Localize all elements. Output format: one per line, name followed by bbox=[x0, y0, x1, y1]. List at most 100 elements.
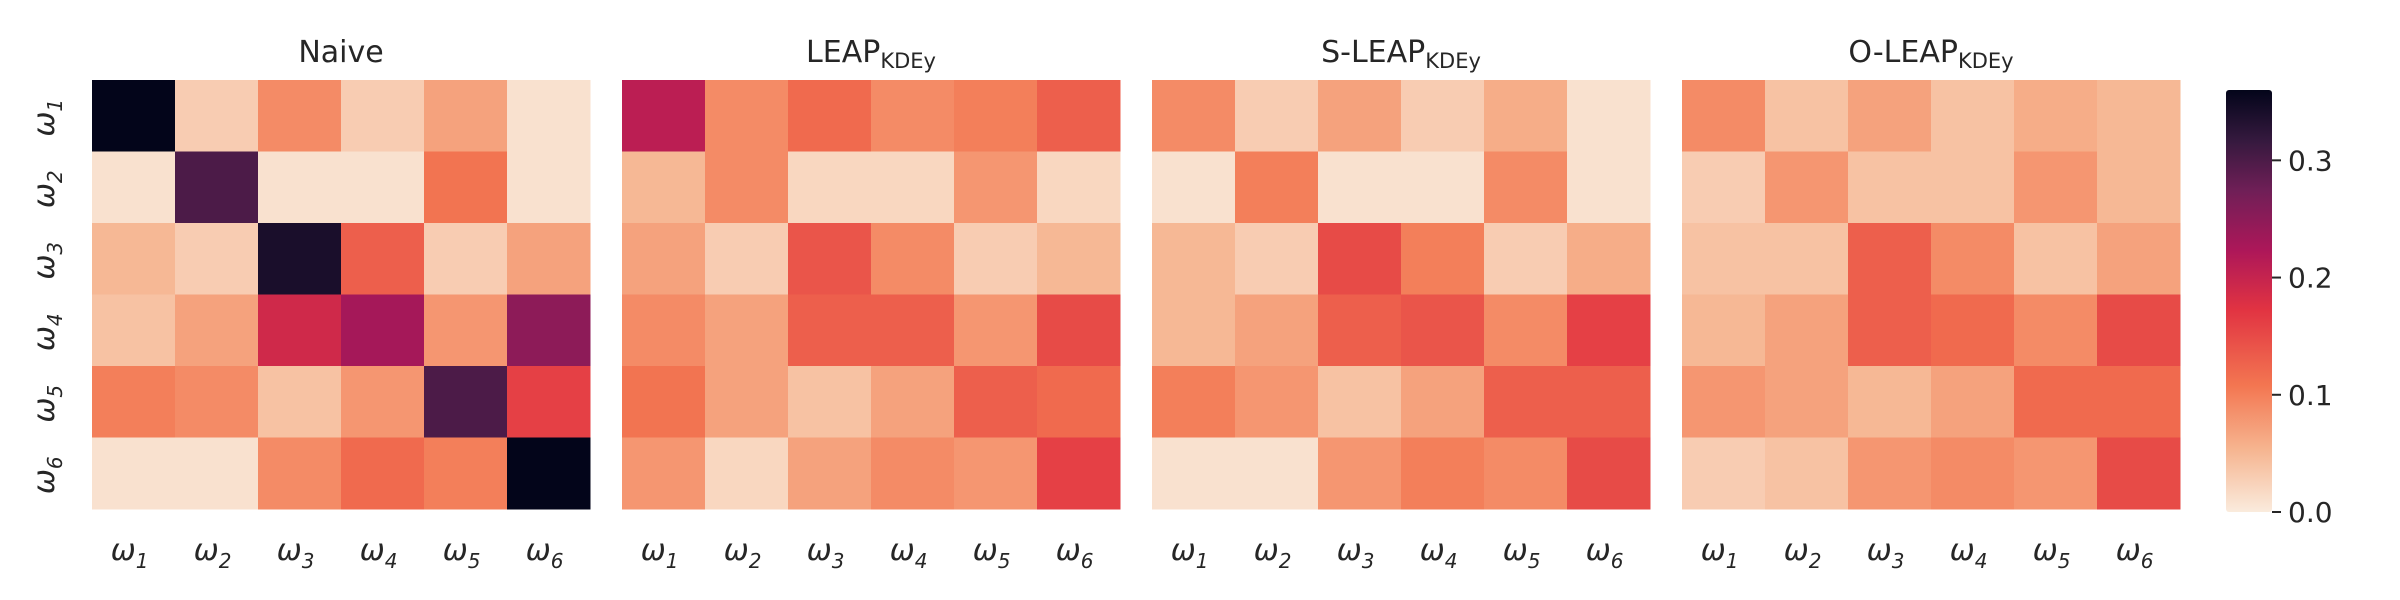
heatmap-cell bbox=[341, 366, 425, 438]
heatmap-cell bbox=[2014, 223, 2098, 295]
heatmap-cell bbox=[341, 80, 425, 152]
heatmap-cell bbox=[1235, 294, 1319, 367]
heatmap-cell bbox=[92, 80, 176, 152]
heatmap-cell bbox=[507, 151, 591, 224]
heatmap-cell bbox=[175, 151, 259, 224]
heatmap-cell bbox=[1765, 366, 1849, 438]
x-tick-label: ω5 bbox=[1503, 533, 1541, 573]
heatmap-cell bbox=[1152, 80, 1236, 152]
heatmap-cell bbox=[1682, 366, 1766, 438]
heatmap-cell bbox=[788, 366, 872, 438]
heatmap-cell bbox=[871, 151, 955, 224]
heatmap-cell bbox=[175, 366, 259, 438]
heatmap-cell bbox=[507, 437, 591, 510]
heatmap-cell bbox=[1484, 80, 1568, 152]
heatmap-cell bbox=[2097, 80, 2181, 152]
heatmap-cell bbox=[424, 151, 508, 224]
x-tick-label: ω2 bbox=[724, 533, 762, 573]
heatmap-cell bbox=[705, 366, 789, 438]
heatmap-cell bbox=[1848, 366, 1932, 438]
heatmap-cell bbox=[258, 366, 342, 438]
heatmap-cell bbox=[1682, 294, 1766, 367]
heatmap-cell bbox=[1682, 223, 1766, 295]
heatmap-cell bbox=[175, 80, 259, 152]
x-tick-label: ω6 bbox=[1586, 533, 1624, 573]
heatmap-cell bbox=[954, 294, 1038, 367]
heatmap-cell bbox=[1567, 80, 1651, 152]
x-tick-label: ω1 bbox=[1171, 533, 1209, 573]
heatmap-cell bbox=[92, 366, 176, 438]
x-tick-label: ω6 bbox=[526, 533, 564, 573]
heatmap-cell bbox=[175, 437, 259, 510]
heatmap-cell bbox=[2014, 366, 2098, 438]
x-tick-label: ω2 bbox=[194, 533, 232, 573]
heatmap-cell bbox=[1765, 437, 1849, 510]
x-tick-label: ω1 bbox=[1701, 533, 1739, 573]
heatmap-cell bbox=[1037, 366, 1121, 438]
heatmap-panels: Naive ω1 ω2 ω3 ω4 ω5 ω6 ω1 ω2 ω3 ω4 ω5 ω6 LEAPKDEy ω1 ω… bbox=[27, 35, 2181, 573]
y-tick-label: ω3 bbox=[27, 242, 67, 280]
x-tick-label: ω6 bbox=[2116, 533, 2154, 573]
heatmap-cell bbox=[1401, 437, 1485, 510]
heatmap-panel-2: LEAPKDEy ω1 ω2 ω3 ω4 ω5 ω6 bbox=[622, 35, 1121, 573]
panel-title: LEAPKDEy bbox=[806, 35, 936, 73]
heatmap-cell bbox=[1037, 80, 1121, 152]
y-tick-label: ω1 bbox=[27, 99, 67, 137]
x-tick-label: ω5 bbox=[2033, 533, 2071, 573]
heatmap-cell bbox=[1401, 151, 1485, 224]
heatmap-cell bbox=[871, 223, 955, 295]
heatmap-cell bbox=[1318, 294, 1402, 367]
x-tick-label: ω2 bbox=[1784, 533, 1822, 573]
heatmap-cell bbox=[1931, 151, 2015, 224]
heatmap-cell bbox=[2097, 151, 2181, 224]
heatmap-cell bbox=[2014, 294, 2098, 367]
heatmap-cell bbox=[788, 294, 872, 367]
x-tick-label: ω4 bbox=[1950, 533, 1988, 573]
heatmap-cell bbox=[2014, 437, 2098, 510]
heatmap-cell bbox=[1931, 437, 2015, 510]
x-tick-label: ω1 bbox=[111, 533, 149, 573]
heatmap-cell bbox=[424, 80, 508, 152]
heatmap-cell bbox=[954, 80, 1038, 152]
heatmap-cell bbox=[871, 437, 955, 510]
x-tick-label: ω3 bbox=[1337, 533, 1375, 573]
colorbar-tick-label: 0.1 bbox=[2288, 379, 2333, 412]
heatmap-cell bbox=[705, 437, 789, 510]
heatmap-cell bbox=[1484, 366, 1568, 438]
heatmap-cell bbox=[1318, 437, 1402, 510]
heatmap-cell bbox=[954, 223, 1038, 295]
colorbar-gradient bbox=[2226, 90, 2272, 512]
heatmap-cell bbox=[1318, 366, 1402, 438]
heatmap-cell bbox=[622, 151, 706, 224]
heatmap-cell bbox=[258, 223, 342, 295]
heatmap-cell bbox=[1848, 151, 1932, 224]
heatmap-cell bbox=[622, 294, 706, 367]
x-tick-label: ω3 bbox=[277, 533, 315, 573]
heatmap-cell bbox=[1484, 223, 1568, 295]
heatmap-cell bbox=[705, 294, 789, 367]
heatmap-cell bbox=[705, 80, 789, 152]
heatmap-cell bbox=[507, 366, 591, 438]
heatmap-cell bbox=[954, 437, 1038, 510]
heatmap-cell bbox=[1931, 80, 2015, 152]
heatmap-cell bbox=[175, 223, 259, 295]
heatmap-cell bbox=[507, 223, 591, 295]
heatmap-cell bbox=[1765, 223, 1849, 295]
panel-title: O-LEAPKDEy bbox=[1848, 35, 2013, 73]
heatmap-cell bbox=[341, 223, 425, 295]
heatmap-cell bbox=[788, 223, 872, 295]
colorbar-tick-label: 0.3 bbox=[2288, 144, 2333, 177]
colorbar-tick-label: 0.2 bbox=[2288, 262, 2333, 295]
x-tick-label: ω4 bbox=[1420, 533, 1458, 573]
heatmap-cell bbox=[1152, 151, 1236, 224]
heatmap-cell bbox=[424, 223, 508, 295]
heatmap-cell bbox=[1682, 80, 1766, 152]
heatmap-cell bbox=[1318, 80, 1402, 152]
heatmap-cell bbox=[871, 80, 955, 152]
heatmap-cell bbox=[341, 151, 425, 224]
colorbar: 0.0 0.1 0.2 0.3 bbox=[2226, 90, 2333, 529]
heatmap-cell bbox=[1765, 80, 1849, 152]
heatmap-cell bbox=[1235, 223, 1319, 295]
heatmap-cell bbox=[622, 437, 706, 510]
